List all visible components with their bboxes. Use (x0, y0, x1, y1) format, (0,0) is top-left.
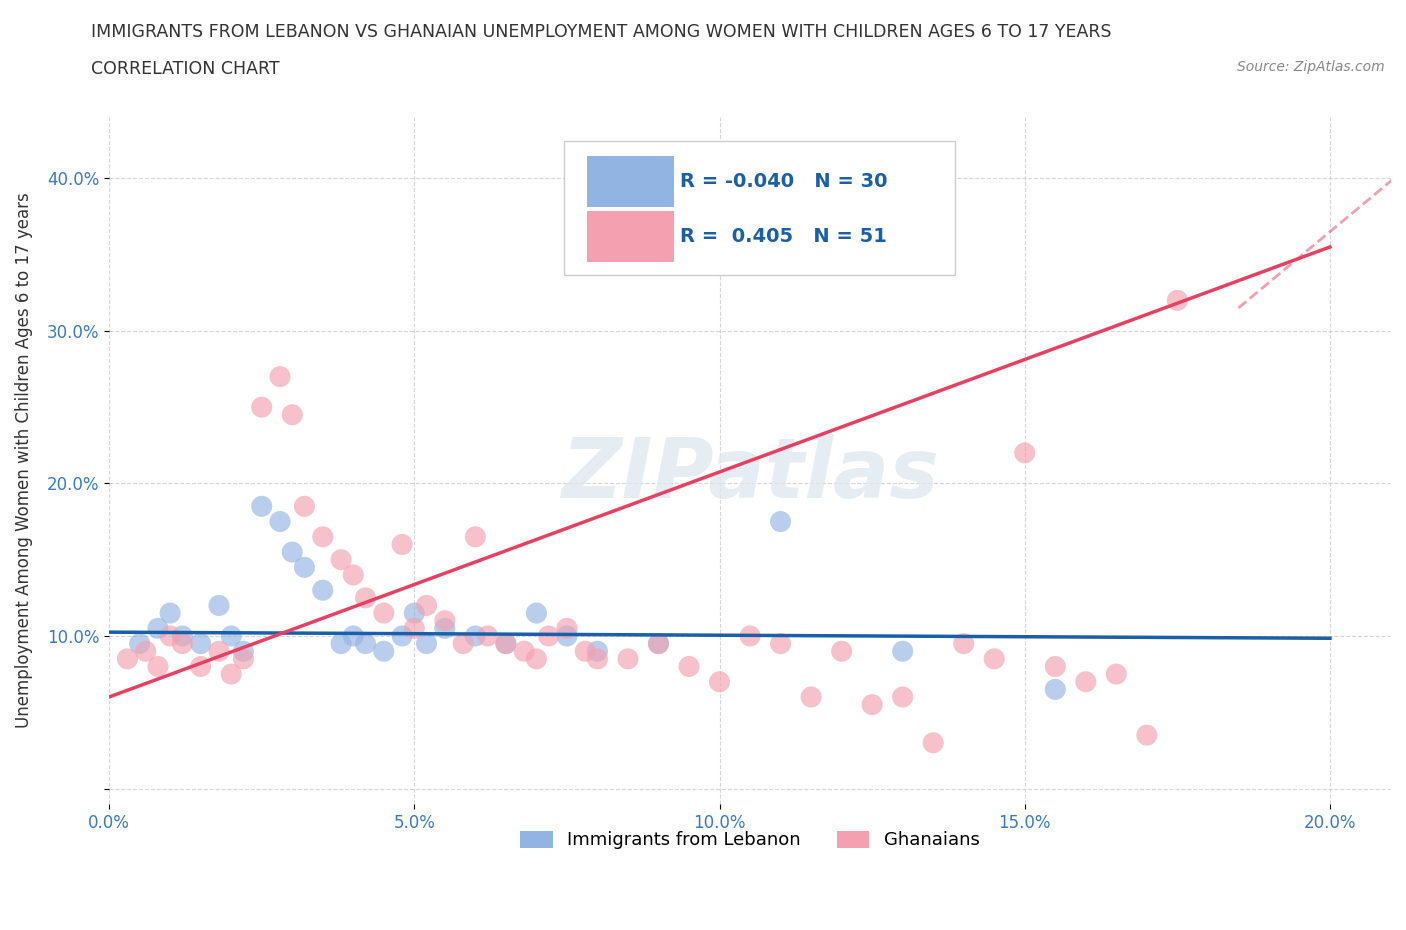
Point (146, 621, 169, 636)
Point (495, 636, 517, 651)
Point (404, 605, 426, 620)
Point (433, 613, 456, 628)
Point (1166, 293, 1188, 308)
Point (769, 636, 792, 651)
Point (464, 629, 486, 644)
Point (312, 583, 335, 598)
Point (269, 369, 291, 384)
Point (952, 636, 974, 651)
Point (415, 636, 437, 651)
Point (617, 651, 640, 666)
Point (1105, 667, 1128, 682)
Point (190, 659, 212, 674)
Point (647, 636, 669, 651)
Text: R = -0.040   N = 30: R = -0.040 N = 30 (679, 172, 887, 191)
Point (477, 629, 499, 644)
Point (373, 644, 395, 658)
Point (208, 598, 231, 613)
Y-axis label: Unemployment Among Women with Children Ages 6 to 17 years: Unemployment Among Women with Children A… (15, 193, 32, 728)
Point (464, 529, 486, 544)
Point (159, 605, 181, 620)
Point (232, 651, 254, 666)
Point (891, 689, 914, 704)
Point (586, 651, 609, 666)
Legend: Immigrants from Lebanon, Ghanaians: Immigrants from Lebanon, Ghanaians (513, 823, 987, 857)
Point (146, 659, 169, 674)
Point (1136, 727, 1159, 742)
Point (330, 552, 353, 567)
Point (1045, 659, 1067, 674)
Point (159, 629, 181, 644)
Point (190, 636, 212, 651)
Point (526, 651, 548, 666)
Text: CORRELATION CHART: CORRELATION CHART (91, 60, 280, 78)
Point (513, 644, 536, 658)
Point (354, 591, 377, 605)
Point (208, 644, 231, 658)
Point (404, 621, 426, 636)
Point (860, 698, 883, 712)
Point (232, 644, 254, 658)
Point (891, 644, 914, 658)
Point (330, 636, 353, 651)
Point (526, 605, 548, 620)
Point (373, 605, 395, 620)
Point (495, 636, 517, 651)
Point (738, 629, 761, 644)
Point (250, 498, 273, 513)
Point (269, 514, 291, 529)
Point (537, 629, 560, 644)
Point (555, 621, 578, 636)
Point (342, 567, 364, 582)
Point (647, 636, 669, 651)
Point (1074, 674, 1097, 689)
Point (172, 636, 194, 651)
Point (451, 636, 474, 651)
FancyBboxPatch shape (588, 155, 675, 207)
Point (135, 644, 157, 658)
Point (172, 629, 194, 644)
Point (433, 621, 456, 636)
Point (281, 407, 304, 422)
Text: R =  0.405   N = 51: R = 0.405 N = 51 (679, 227, 886, 246)
Point (709, 674, 731, 689)
Point (117, 651, 139, 666)
Point (555, 629, 578, 644)
Point (831, 644, 853, 658)
FancyBboxPatch shape (564, 141, 955, 275)
Point (1014, 445, 1036, 460)
Text: ZIPatlas: ZIPatlas (561, 433, 939, 515)
FancyBboxPatch shape (588, 211, 675, 262)
Point (354, 636, 377, 651)
Point (342, 629, 364, 644)
Point (769, 514, 792, 529)
Point (128, 636, 150, 651)
Point (586, 644, 609, 658)
Point (281, 545, 304, 560)
Point (219, 667, 242, 682)
Point (983, 651, 1005, 666)
Point (1045, 682, 1067, 697)
Point (219, 629, 242, 644)
Text: IMMIGRANTS FROM LEBANON VS GHANAIAN UNEMPLOYMENT AMONG WOMEN WITH CHILDREN AGES : IMMIGRANTS FROM LEBANON VS GHANAIAN UNEM… (91, 23, 1112, 41)
Point (250, 400, 273, 415)
Text: Source: ZipAtlas.com: Source: ZipAtlas.com (1237, 60, 1385, 74)
Point (415, 598, 437, 613)
Point (294, 560, 316, 575)
Point (391, 629, 413, 644)
Point (574, 644, 596, 658)
Point (312, 529, 335, 544)
Point (800, 689, 823, 704)
Point (678, 659, 700, 674)
Point (391, 537, 413, 551)
Point (922, 736, 945, 751)
Point (294, 498, 316, 513)
